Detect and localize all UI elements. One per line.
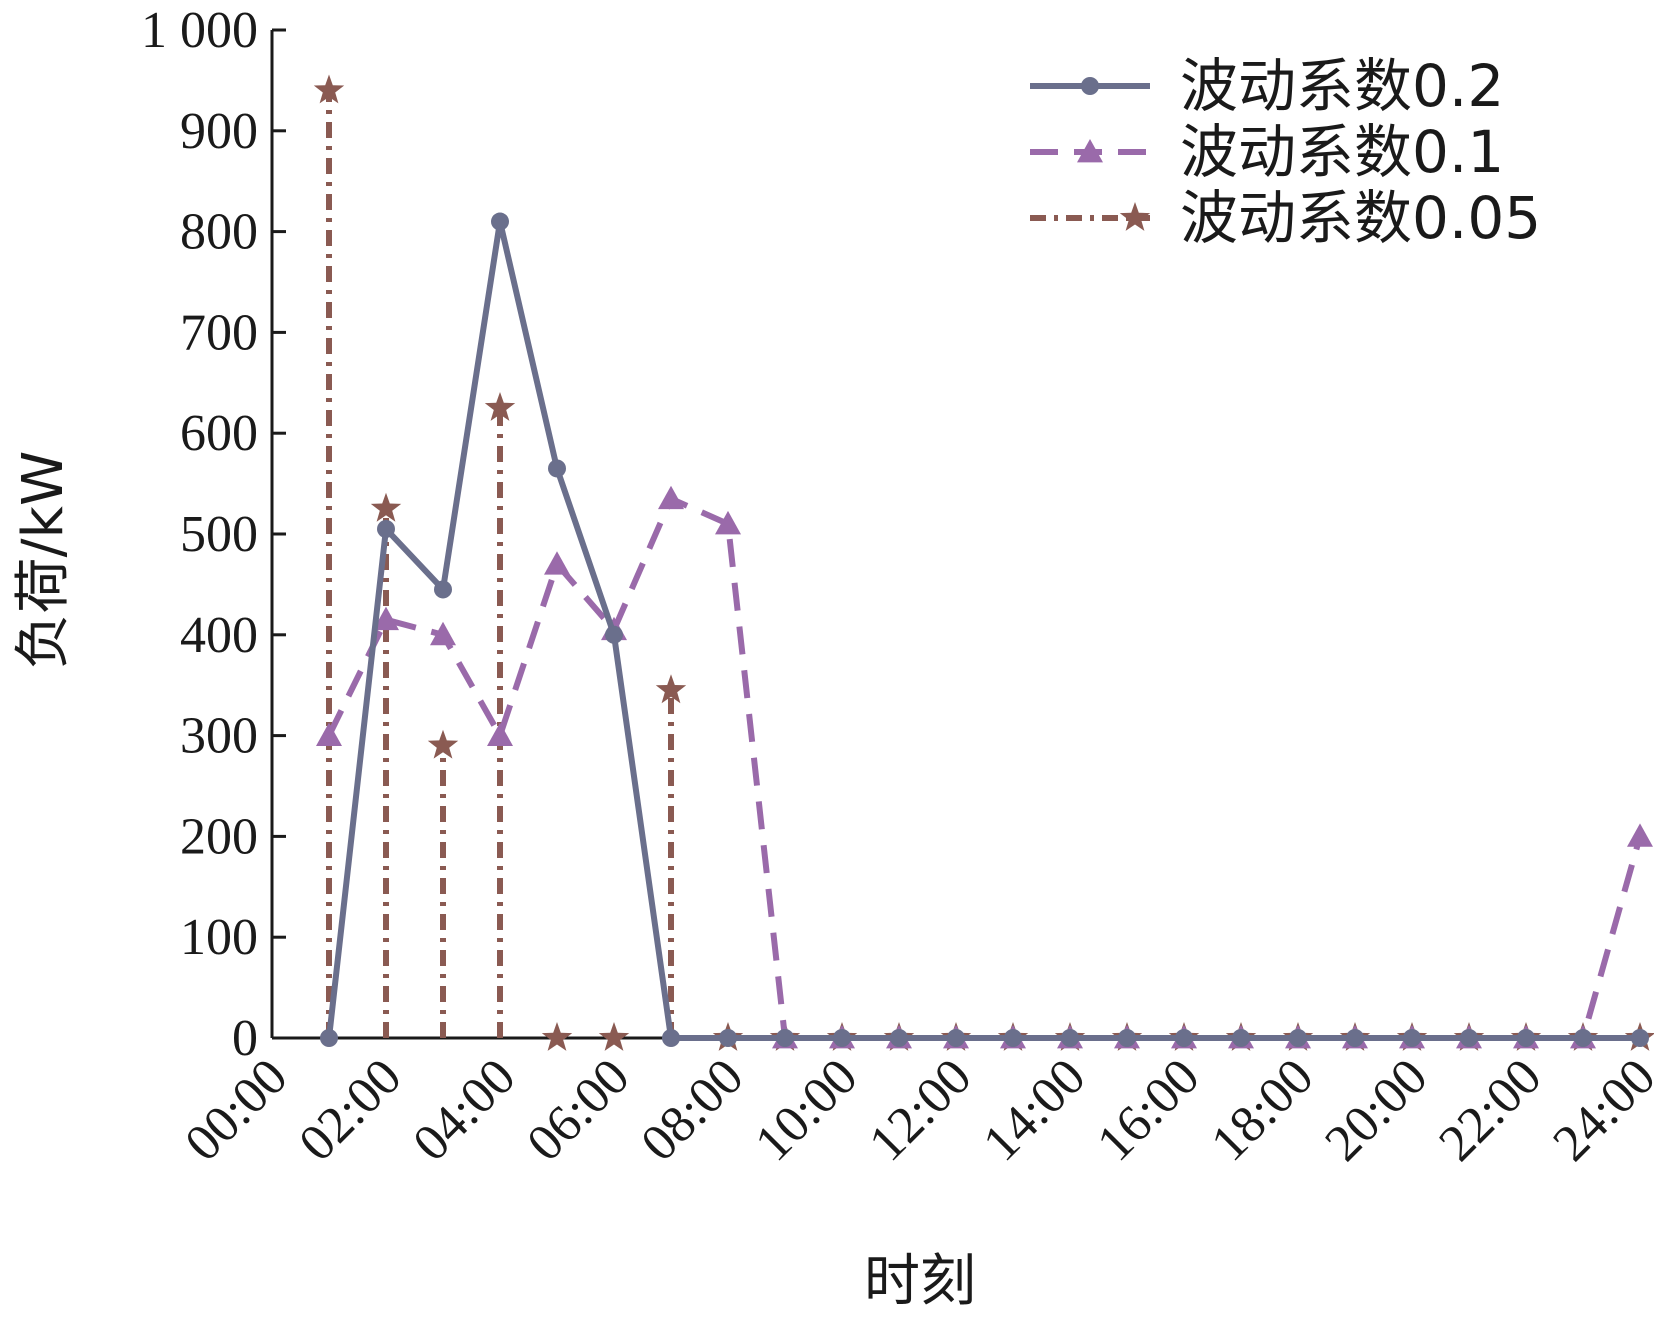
y-tick-label: 400 [180, 607, 258, 664]
legend-entry-3: 波动系数0.05 [1030, 184, 1541, 252]
series-layer [313, 74, 1654, 1051]
y-tick-label: 600 [180, 405, 258, 462]
y-tick-label: 100 [180, 909, 258, 966]
x-tick-label: 04:00 [402, 1048, 526, 1172]
data-point [548, 459, 566, 478]
data-point [320, 1029, 338, 1047]
x-tick-label: 08:00 [630, 1048, 754, 1172]
data-point [833, 1029, 851, 1047]
y-tick-label: 700 [180, 304, 258, 361]
x-tick-label: 20:00 [1314, 1048, 1438, 1172]
data-point [487, 722, 513, 746]
data-point [316, 722, 342, 746]
data-point [370, 492, 402, 522]
data-point [715, 510, 741, 535]
data-point [1118, 1029, 1136, 1047]
legend-marker [1081, 77, 1099, 95]
data-point [890, 1029, 908, 1047]
data-point [313, 74, 345, 104]
y-axis-title: 负荷/kW [11, 451, 76, 670]
data-point [377, 519, 395, 538]
data-point [1175, 1029, 1193, 1047]
data-point [541, 1022, 573, 1051]
data-point [1517, 1029, 1535, 1047]
x-tick-label: 02:00 [288, 1048, 412, 1172]
data-point [544, 551, 570, 575]
x-axis-title: 时刻 [864, 1249, 976, 1314]
x-tick-label: 16:00 [1086, 1048, 1210, 1172]
legend-label: 波动系数0.1 [1180, 118, 1504, 186]
data-point [1061, 1029, 1079, 1047]
legend-entry-2: 波动系数0.1 [1030, 118, 1504, 186]
series-1 [320, 212, 1649, 1047]
data-point [373, 606, 399, 631]
data-point [1403, 1029, 1421, 1047]
data-point [491, 212, 509, 231]
series-line [326, 218, 1640, 1041]
data-point [1574, 1029, 1592, 1047]
x-tick-label: 10:00 [744, 1048, 868, 1172]
data-point [658, 485, 684, 510]
data-point [1232, 1029, 1250, 1047]
data-point [434, 580, 452, 599]
data-point [605, 625, 623, 644]
x-tick-label: 14:00 [972, 1048, 1096, 1172]
legend-marker [1119, 202, 1151, 231]
data-point [484, 392, 516, 421]
legend-label: 波动系数0.2 [1180, 52, 1504, 120]
x-tick-label: 22:00 [1428, 1048, 1552, 1172]
data-point [598, 1022, 630, 1051]
data-point [655, 674, 687, 704]
x-tick-label: 06:00 [516, 1048, 640, 1172]
data-point [430, 621, 456, 646]
y-tick-label: 1 000 [141, 2, 258, 59]
x-tick-label: 12:00 [858, 1048, 982, 1172]
data-point [1460, 1029, 1478, 1047]
data-point [1631, 1029, 1649, 1047]
x-tick-label: 18:00 [1200, 1048, 1324, 1172]
legend-entry-1: 波动系数0.2 [1030, 52, 1504, 120]
data-point [776, 1029, 794, 1047]
legend-marker [1077, 139, 1103, 163]
data-point [1627, 823, 1653, 847]
data-point [1346, 1029, 1364, 1047]
y-tick-label: 500 [180, 506, 258, 563]
y-tick-label: 0 [232, 1010, 258, 1067]
x-tick-label: 24:00 [1542, 1048, 1654, 1172]
y-tick-label: 900 [180, 103, 258, 160]
legend-label: 波动系数0.05 [1180, 184, 1541, 252]
y-tick-label: 200 [180, 808, 258, 865]
series-2 [316, 485, 1653, 1049]
y-tick-label: 800 [180, 204, 258, 261]
data-point [719, 1029, 737, 1047]
data-point [662, 1029, 680, 1047]
data-point [1289, 1029, 1307, 1047]
y-tick-label: 300 [180, 708, 258, 765]
series-line [326, 495, 1643, 1041]
data-point [427, 729, 459, 759]
data-point [947, 1029, 965, 1047]
data-point [1004, 1029, 1022, 1047]
